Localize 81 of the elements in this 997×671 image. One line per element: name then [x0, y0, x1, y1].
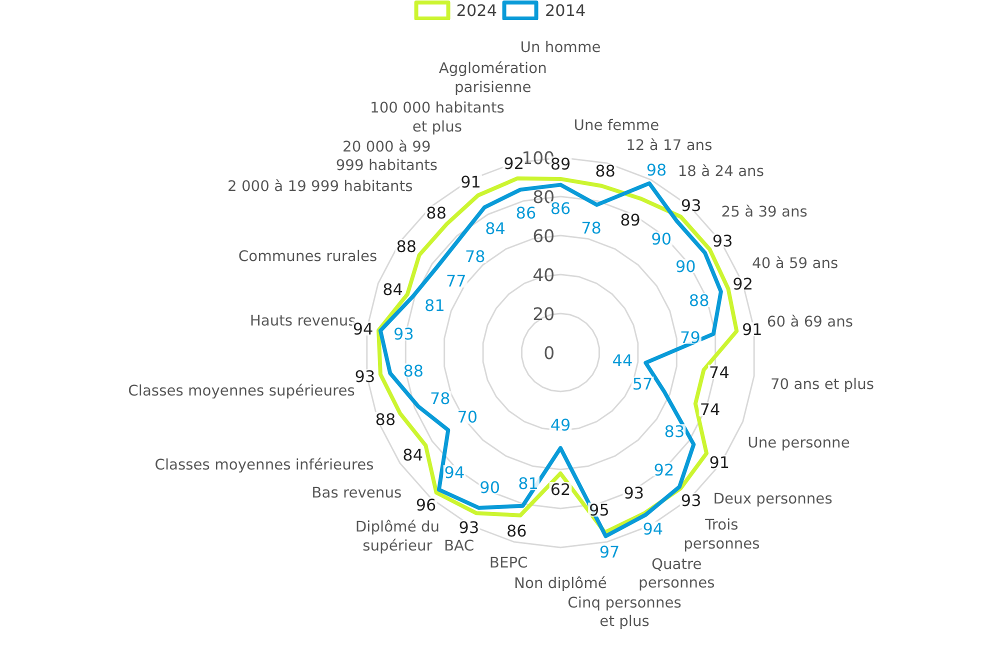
data-label: 86	[506, 521, 527, 540]
data-label: 88	[375, 410, 396, 429]
data-label: 90	[480, 478, 500, 498]
spoke-label: Classes moyennes supérieures	[128, 382, 355, 400]
data-label: 93	[458, 518, 480, 537]
legend-label: 2024	[456, 0, 497, 20]
spoke-label: Classes moyennes inférieures	[154, 456, 374, 474]
data-label: 94	[444, 463, 465, 482]
spoke-label: Agglomération parisienne	[438, 60, 547, 96]
spoke-label: Quatre personnes	[638, 556, 715, 592]
data-label: 62	[550, 480, 571, 499]
spoke-label: 60 à 69 ans	[766, 314, 854, 331]
y-tick-label: 0	[544, 344, 555, 364]
spoke-label: Non diplômé	[514, 574, 607, 592]
data-label: 84	[382, 280, 403, 299]
data-label: 83	[664, 422, 685, 442]
data-label: 95	[589, 500, 610, 520]
data-label: 94	[642, 520, 664, 539]
data-label: 88	[426, 203, 447, 222]
spoke-label: Une personne	[748, 434, 850, 452]
spoke-label: 20 000 à 99 999 habitants	[336, 138, 438, 174]
data-label: 49	[550, 416, 571, 435]
data-label: 92	[504, 154, 524, 174]
y-tick-label: 40	[532, 266, 555, 286]
data-label: 77	[446, 272, 466, 290]
spoke-label: Cinq personnes et plus	[568, 594, 682, 630]
data-label: 81	[518, 474, 538, 494]
data-label: 78	[581, 218, 602, 238]
data-label: 93	[624, 483, 644, 502]
data-label: 88	[595, 162, 616, 181]
data-label: 74	[709, 362, 730, 382]
data-label: 84	[402, 445, 424, 464]
data-label: 96	[416, 495, 436, 514]
data-label: 92	[654, 460, 674, 480]
data-label: 88	[403, 361, 424, 380]
spoke-label: BAC	[444, 537, 474, 554]
data-label: 81	[424, 296, 445, 315]
spoke-label: Un homme	[520, 39, 601, 56]
data-label: 94	[352, 320, 374, 339]
spoke-label: 18 à 24 ans	[678, 162, 764, 180]
spoke-label: Communes rurales	[238, 248, 378, 266]
spoke-label: Diplômé du supérieur	[355, 518, 440, 554]
data-label: 79	[680, 328, 700, 347]
data-label: 88	[688, 290, 710, 310]
spoke-label: Une femme	[574, 116, 660, 134]
data-label: 86	[516, 203, 536, 222]
spoke-label: 100 000 habitants et plus	[370, 100, 504, 136]
data-label: 78	[430, 389, 450, 408]
spoke-label: Trois personnes	[684, 516, 760, 552]
data-label: 57	[632, 374, 653, 394]
spoke-label: 25 à 39 ans	[721, 203, 808, 220]
data-label: 84	[485, 219, 506, 238]
data-label: 93	[394, 324, 414, 344]
data-label: 91	[460, 172, 481, 192]
legend-label: 2014	[545, 0, 586, 20]
data-label: 90	[651, 230, 672, 249]
data-label: 44	[612, 351, 633, 370]
data-label: 74	[700, 400, 720, 420]
data-label: 93	[712, 232, 733, 251]
spoke-label: Deux personnes	[713, 490, 832, 508]
y-tick-label: 60	[532, 227, 555, 247]
data-label: 88	[396, 237, 417, 256]
spoke-label: 40 à 59 ans	[752, 255, 838, 272]
spoke-label: 70 ans et plus	[770, 376, 874, 393]
data-label: 97	[599, 542, 620, 562]
data-label: 91	[709, 453, 730, 472]
data-label: 93	[680, 196, 702, 216]
data-label: 90	[675, 257, 696, 276]
data-label: 93	[354, 367, 376, 386]
spoke-label: BEPC	[489, 554, 528, 572]
data-label: 93	[680, 490, 702, 510]
spoke-label: 12 à 17 ans	[626, 136, 712, 154]
data-label: 78	[464, 247, 486, 266]
data-label: 91	[742, 320, 762, 340]
y-tick-label: 20	[532, 305, 555, 325]
data-label: 89	[620, 210, 640, 230]
data-label: 98	[646, 160, 667, 180]
data-label: 70	[457, 408, 478, 427]
spoke-label: 2 000 à 19 999 habitants	[227, 178, 413, 196]
spoke-label: Bas revenus	[312, 484, 402, 502]
data-label: 92	[732, 274, 754, 294]
